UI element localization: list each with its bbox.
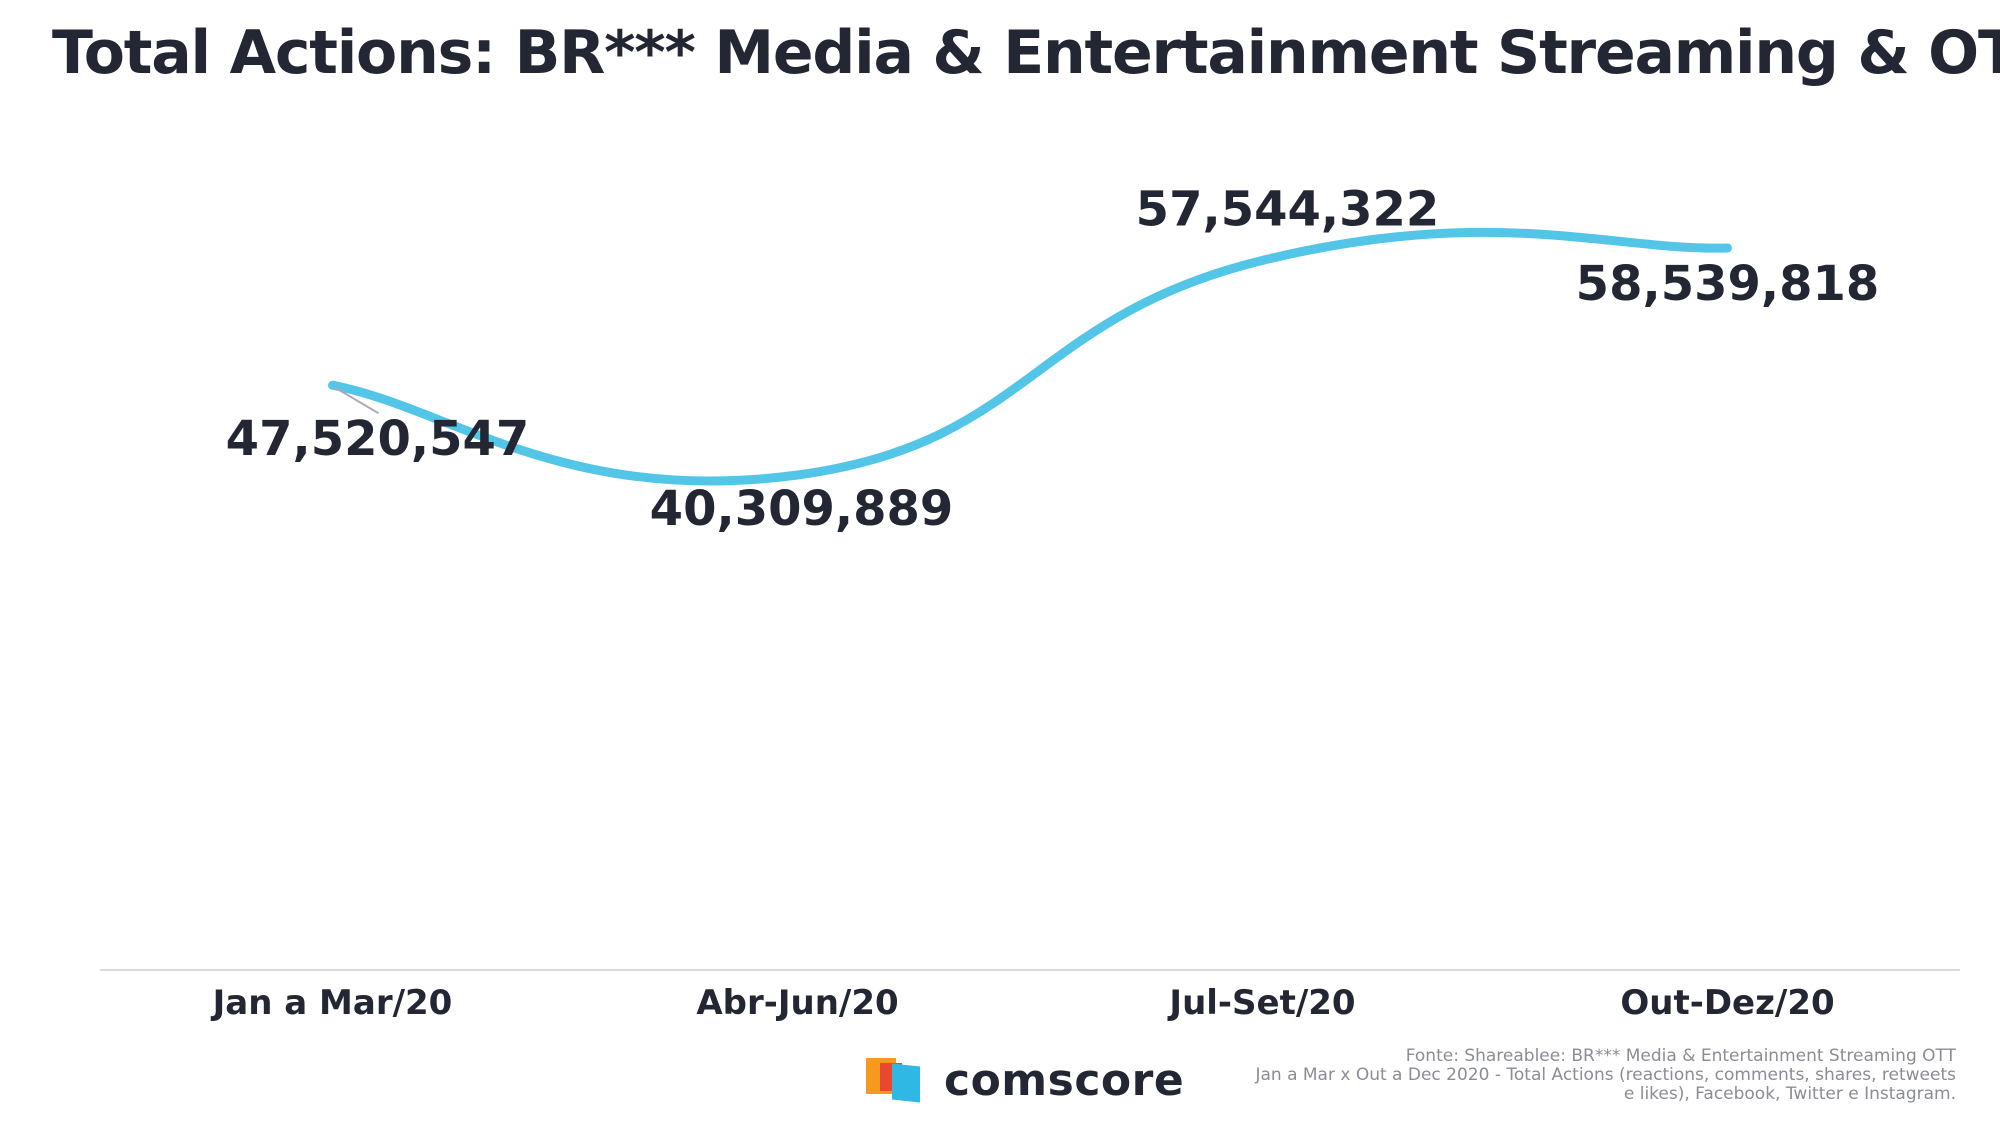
data-label: 57,544,322 bbox=[1136, 181, 1440, 237]
source-line-2: Jan a Mar x Out a Dec 2020 - Total Actio… bbox=[1255, 1065, 1956, 1085]
x-tick-label: Abr-Jun/20 bbox=[696, 983, 898, 1023]
comscore-logo: comscore bbox=[866, 1054, 1185, 1106]
comscore-logo-icon bbox=[866, 1055, 924, 1105]
data-label-leader bbox=[333, 386, 380, 415]
data-label: 47,520,547 bbox=[226, 411, 530, 467]
data-label: 40,309,889 bbox=[650, 481, 954, 537]
source-line-3: e likes), Facebook, Twitter e Instagram. bbox=[1623, 1084, 1956, 1104]
source-note: Fonte: Shareablee: BR*** Media & Enterta… bbox=[1196, 1047, 1956, 1104]
x-tick-label: Out-Dez/20 bbox=[1620, 983, 1834, 1023]
source-line-1: Fonte: Shareablee: BR*** Media & Enterta… bbox=[1405, 1046, 1956, 1066]
series-line bbox=[328, 227, 1732, 486]
logo-text: comscore bbox=[944, 1054, 1185, 1106]
chart-title: Total Actions: BR*** Media & Entertainme… bbox=[52, 18, 2000, 88]
x-tick-label: Jan a Mar/20 bbox=[211, 983, 453, 1023]
x-tick-label: Jul-Set/20 bbox=[1167, 983, 1355, 1023]
data-label: 58,539,818 bbox=[1576, 256, 1880, 312]
